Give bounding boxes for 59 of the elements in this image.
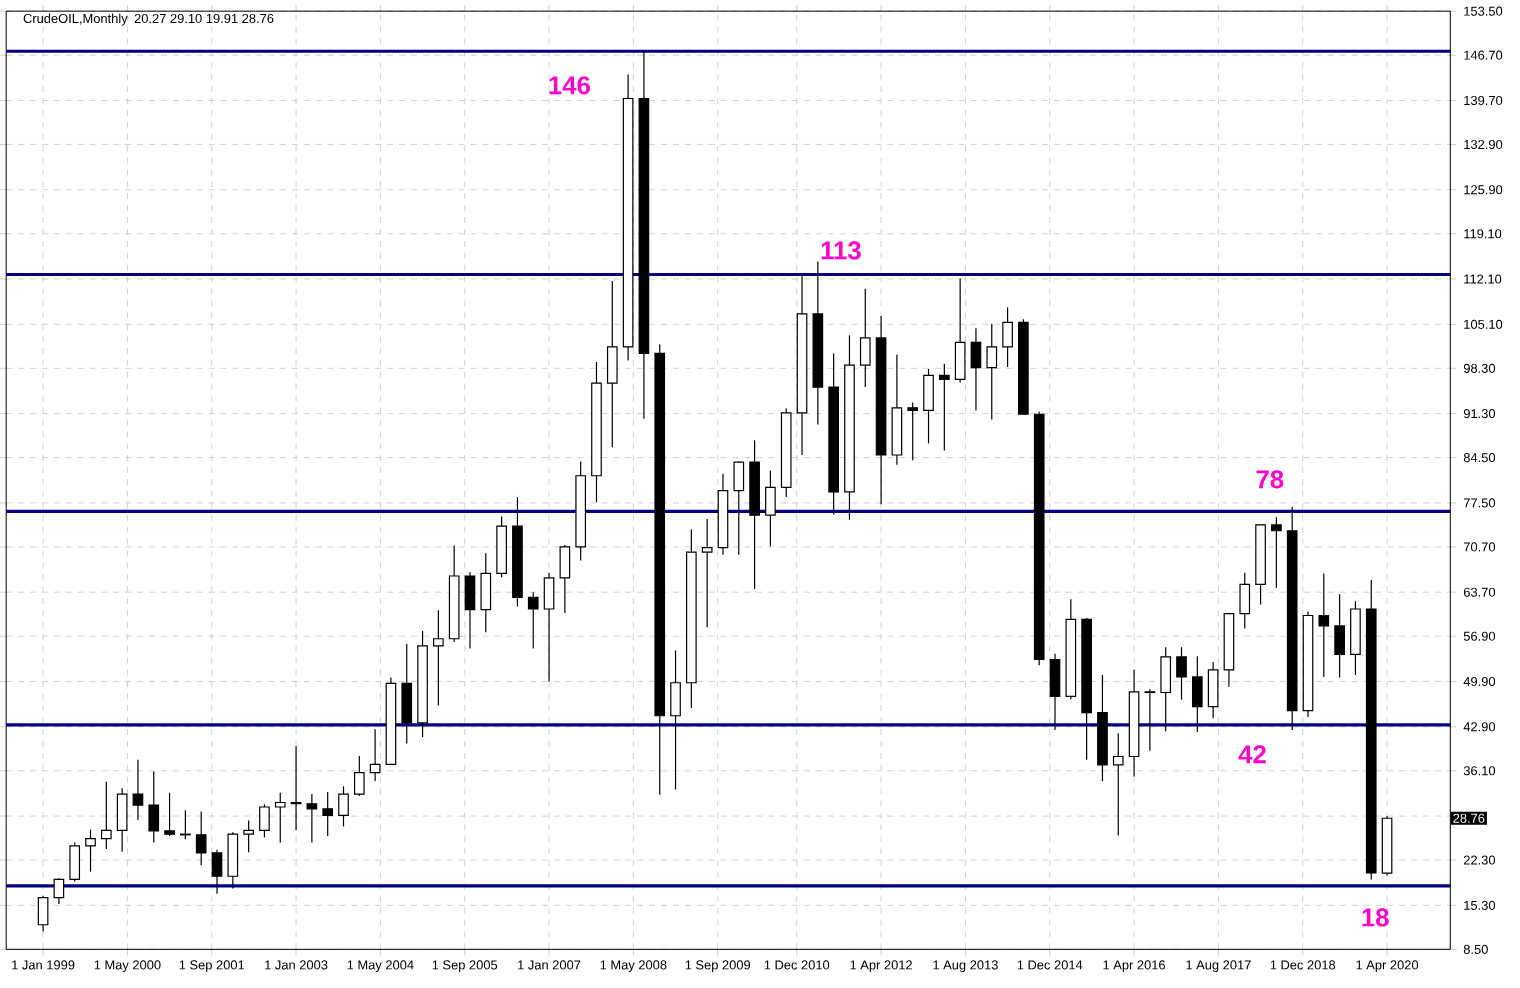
candlestick	[195, 811, 207, 867]
candlestick	[907, 402, 919, 462]
candlestick	[970, 328, 982, 412]
candlestick	[464, 571, 476, 650]
candlestick	[433, 610, 444, 707]
annotation: 78	[1256, 470, 1284, 489]
candlestick	[1002, 307, 1013, 369]
candlestick	[132, 759, 144, 821]
candlestick	[923, 368, 934, 445]
candlestick	[227, 832, 239, 890]
candlestick	[85, 829, 96, 873]
candlestick	[274, 792, 286, 844]
candlestick	[733, 461, 745, 556]
candlestick	[100, 781, 112, 851]
candlestick	[765, 470, 776, 548]
candlestick	[259, 804, 270, 839]
annotation: 146	[549, 76, 590, 95]
candlestick	[211, 849, 223, 895]
candlestick	[1334, 593, 1345, 679]
candlestick	[938, 363, 950, 452]
candlestick	[1191, 656, 1203, 733]
candlestick	[53, 877, 65, 906]
candlestick	[1207, 661, 1219, 720]
candlestick	[701, 518, 713, 629]
candlestick	[1271, 516, 1282, 589]
candlestick	[69, 842, 81, 883]
candlestick	[1112, 733, 1124, 837]
candlestick	[891, 354, 903, 466]
annotation: 18	[1362, 908, 1389, 927]
candlestick	[322, 791, 334, 838]
candlestick	[859, 288, 871, 389]
candlestick	[543, 572, 555, 683]
candlestick	[670, 650, 681, 791]
candlestick	[243, 820, 254, 854]
candlestick	[1176, 646, 1187, 701]
candlestick	[954, 278, 966, 384]
annotation: 42	[1238, 745, 1266, 764]
candlestick	[116, 788, 128, 853]
candlestick	[37, 895, 49, 933]
candlestick	[480, 553, 492, 634]
candlestick	[606, 280, 618, 449]
candlestick	[401, 643, 413, 745]
candlestick	[306, 793, 318, 844]
candlestick	[1239, 572, 1251, 630]
candlestick	[559, 544, 571, 614]
candlestick	[496, 516, 507, 579]
candlestick	[527, 592, 539, 650]
candlestick	[353, 755, 365, 797]
annotation: 113	[821, 241, 861, 260]
candlestick	[1160, 646, 1172, 733]
candlestick	[338, 786, 349, 828]
candlestick	[1049, 653, 1061, 732]
candlestick	[164, 792, 175, 838]
candlestick	[1318, 573, 1330, 678]
candlestick	[986, 323, 998, 421]
candlestick	[148, 771, 160, 844]
candlestick	[369, 729, 381, 783]
candlestick	[1144, 689, 1156, 752]
candlestick	[1350, 601, 1361, 677]
